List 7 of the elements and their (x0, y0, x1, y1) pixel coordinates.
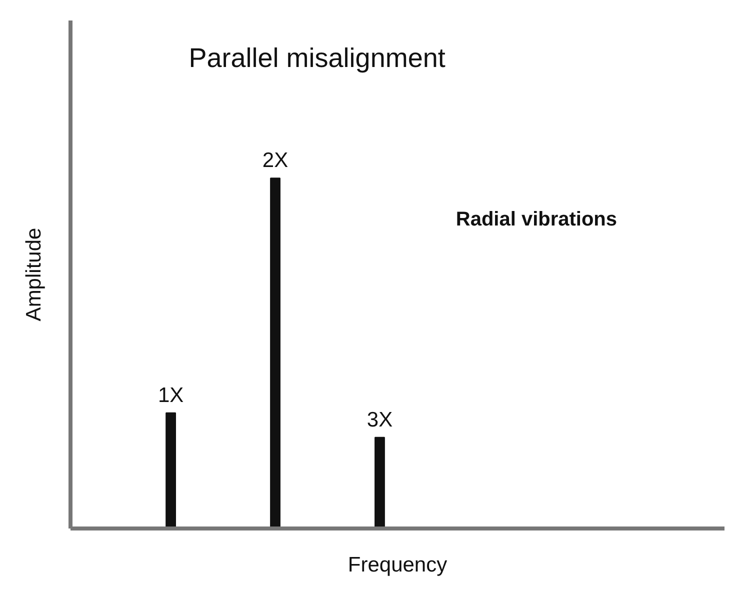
x-axis-title: Frequency (348, 554, 448, 576)
text: Radial vibrations (456, 208, 618, 231)
chart-title: Parallel misalignment (188, 43, 446, 74)
x-tick-label: 3X (366, 408, 393, 432)
y-axis-title: Amplitude (22, 228, 46, 322)
x-tick-label: 1X (158, 384, 184, 407)
x-tick-label: 2X (262, 149, 288, 172)
